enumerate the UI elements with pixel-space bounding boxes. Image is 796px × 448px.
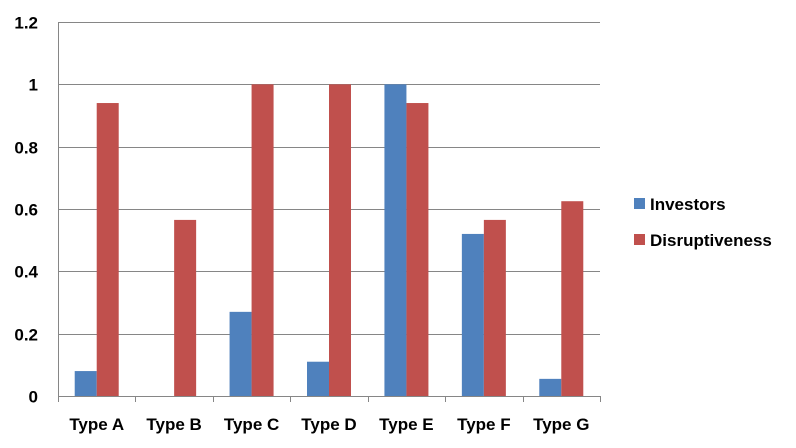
x-tick-label: Type E: [379, 415, 433, 434]
bar-investors-type-a: [74, 371, 97, 396]
y-tick-label: 1: [29, 76, 38, 95]
x-tick-label: Type F: [457, 415, 511, 434]
x-tick-label: Type B: [146, 415, 201, 434]
legend-swatch-investors: [634, 198, 645, 209]
bar-investors-type-d: [307, 361, 329, 396]
bar-investors-type-f: [461, 233, 484, 396]
x-tick-label: Type A: [69, 415, 124, 434]
y-tick-label: 0.6: [14, 201, 38, 220]
x-axis-tick-labels: Type A Type B Type C Type D Type E Type F Type…: [69, 415, 589, 434]
y-tick-label: 1.2: [14, 14, 38, 33]
bar-disruptiveness-type-a: [96, 103, 119, 397]
x-tick-label: Type D: [301, 415, 356, 434]
bar-disruptiveness-type-e: [406, 103, 429, 397]
bar-investors-type-g: [539, 378, 562, 396]
legend-swatch-disruptiveness: [634, 234, 645, 245]
x-tick-label: Type G: [533, 415, 589, 434]
y-axis-tick-labels: 0 0.2 0.4 0.6 0.8 1 1.2: [14, 14, 38, 407]
bar-disruptiveness-type-f: [483, 219, 506, 396]
bar-disruptiveness-type-c: [251, 84, 274, 396]
bars: [74, 84, 584, 397]
legend-label-disruptiveness: Disruptiveness: [650, 231, 772, 250]
bar-disruptiveness-type-g: [561, 201, 584, 396]
x-tick-label: Type C: [224, 415, 279, 434]
bar-investors-type-e: [384, 84, 407, 396]
bar-disruptiveness-type-d: [329, 84, 351, 396]
y-tick-label: 0: [29, 388, 38, 407]
y-tick-label: 0.2: [14, 326, 38, 345]
legend-label-investors: Investors: [650, 195, 726, 214]
y-tick-label: 0.4: [14, 263, 38, 282]
bar-investors-type-c: [229, 311, 252, 396]
axes: [58, 22, 601, 402]
y-tick-label: 0.8: [14, 139, 38, 158]
bar-disruptiveness-type-b: [174, 219, 197, 396]
legend: Investors Disruptiveness: [634, 195, 772, 250]
